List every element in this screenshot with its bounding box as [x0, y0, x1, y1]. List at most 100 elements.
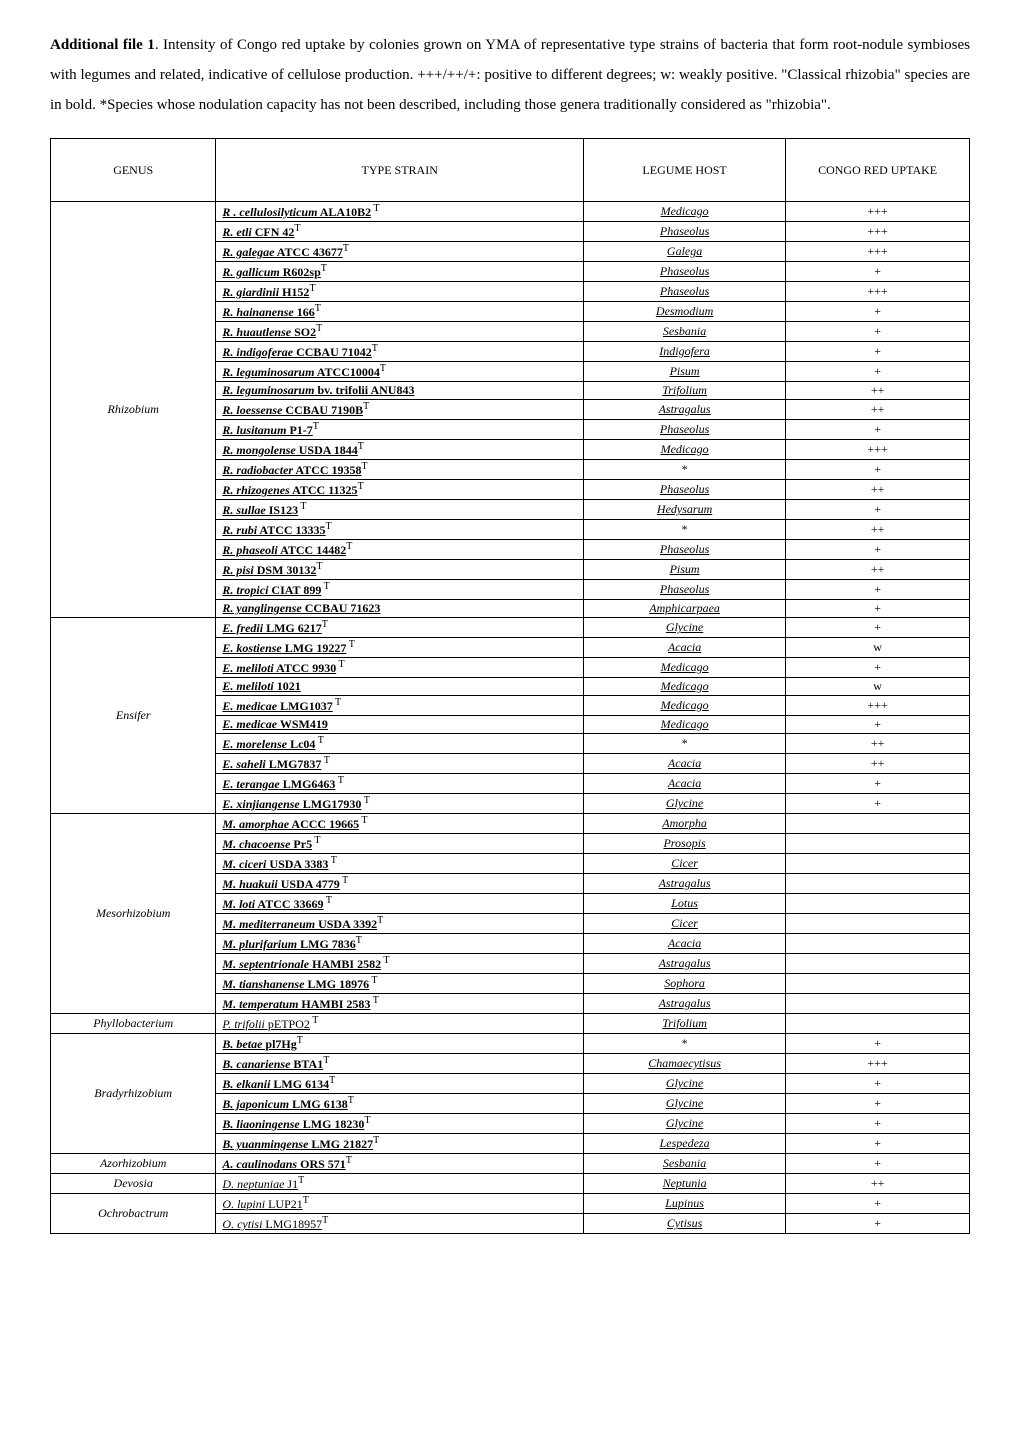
strain-cell: M. chacoense Pr5 T	[216, 834, 584, 854]
strain-cell: E. kostiense LMG 19227 T	[216, 638, 584, 658]
strain-cell: R. giardinii H152T	[216, 282, 584, 302]
uptake-cell: +	[786, 1094, 970, 1114]
uptake-cell: +	[786, 302, 970, 322]
host-cell: Acacia	[584, 754, 786, 774]
uptake-cell: +	[786, 420, 970, 440]
uptake-cell: +	[786, 322, 970, 342]
host-cell: Medicago	[584, 696, 786, 716]
host-cell: Astragalus	[584, 874, 786, 894]
host-cell: Sophora	[584, 974, 786, 994]
host-cell: Lotus	[584, 894, 786, 914]
genus-cell: Bradyrhizobium	[51, 1034, 216, 1154]
host-cell: *	[584, 1034, 786, 1054]
uptake-cell	[786, 1014, 970, 1034]
host-cell: Glycine	[584, 1114, 786, 1134]
uptake-cell: ++	[786, 382, 970, 400]
host-cell: Astragalus	[584, 400, 786, 420]
strain-cell: E. terangae LMG6463 T	[216, 774, 584, 794]
uptake-cell	[786, 814, 970, 834]
uptake-cell: w	[786, 638, 970, 658]
strain-cell: B. yuanmingense LMG 21827T	[216, 1134, 584, 1154]
uptake-cell: w	[786, 678, 970, 696]
genus-cell: Devosia	[51, 1174, 216, 1194]
genus-cell: Ensifer	[51, 618, 216, 814]
strain-cell: O. cytisi LMG18957T	[216, 1214, 584, 1234]
host-cell: Amorpha	[584, 814, 786, 834]
strain-cell: M. mediterraneum USDA 3392T	[216, 914, 584, 934]
strain-cell: B. elkanii LMG 6134T	[216, 1074, 584, 1094]
host-cell: Acacia	[584, 638, 786, 658]
strain-cell: R. rubi ATCC 13335T	[216, 520, 584, 540]
host-cell: Glycine	[584, 618, 786, 638]
uptake-cell: +	[786, 362, 970, 382]
uptake-cell	[786, 894, 970, 914]
strain-cell: R. leguminosarum bv. trifolii ANU843	[216, 382, 584, 400]
uptake-cell: +	[786, 1194, 970, 1214]
host-cell: Galega	[584, 242, 786, 262]
host-cell: Medicago	[584, 202, 786, 222]
host-cell: Neptunia	[584, 1174, 786, 1194]
uptake-cell: ++	[786, 734, 970, 754]
strain-cell: R. leguminosarum ATCC10004T	[216, 362, 584, 382]
host-cell: Phaseolus	[584, 540, 786, 560]
strain-cell: M. septentrionale HAMBI 2582 T	[216, 954, 584, 974]
uptake-cell: +	[786, 1134, 970, 1154]
host-cell: Medicago	[584, 716, 786, 734]
strain-cell: M. plurifarium LMG 7836T	[216, 934, 584, 954]
strain-cell: R. gallicum R602spT	[216, 262, 584, 282]
genus-cell: Ochrobactrum	[51, 1194, 216, 1234]
table-row: BradyrhizobiumB. betae pl7HgT*+	[51, 1034, 970, 1054]
uptake-cell: ++	[786, 560, 970, 580]
uptake-cell: +	[786, 500, 970, 520]
host-cell: Hedysarum	[584, 500, 786, 520]
header-host: LEGUME HOST	[584, 139, 786, 202]
host-cell: Pisum	[584, 560, 786, 580]
strain-cell: R. indigoferae CCBAU 71042T	[216, 342, 584, 362]
strain-cell: E. meliloti 1021	[216, 678, 584, 696]
strain-cell: B. japonicum LMG 6138T	[216, 1094, 584, 1114]
host-cell: Sesbania	[584, 322, 786, 342]
host-cell: Pisum	[584, 362, 786, 382]
host-cell: *	[584, 520, 786, 540]
host-cell: Phaseolus	[584, 262, 786, 282]
strain-cell: R. pisi DSM 30132T	[216, 560, 584, 580]
host-cell: Amphicarpaea	[584, 600, 786, 618]
intro-paragraph: Additional file 1. Intensity of Congo re…	[50, 30, 970, 120]
uptake-cell: +++	[786, 282, 970, 302]
uptake-cell	[786, 954, 970, 974]
host-cell: Desmodium	[584, 302, 786, 322]
host-cell: Indigofera	[584, 342, 786, 362]
host-cell: Chamaecytisus	[584, 1054, 786, 1074]
table-row: AzorhizobiumA. caulinodans ORS 571TSesba…	[51, 1154, 970, 1174]
header-genus: GENUS	[51, 139, 216, 202]
host-cell: Glycine	[584, 1074, 786, 1094]
table-row: OchrobactrumO. lupini LUP21TLupinus+	[51, 1194, 970, 1214]
uptake-cell: ++	[786, 480, 970, 500]
uptake-cell: +++	[786, 222, 970, 242]
uptake-cell: +	[786, 460, 970, 480]
uptake-cell: ++	[786, 1174, 970, 1194]
uptake-cell: +	[786, 1154, 970, 1174]
host-cell: Trifolium	[584, 382, 786, 400]
host-cell: Prosopis	[584, 834, 786, 854]
uptake-cell: +	[786, 540, 970, 560]
strain-cell: B. betae pl7HgT	[216, 1034, 584, 1054]
strain-cell: E. fredii LMG 6217T	[216, 618, 584, 638]
uptake-cell: +++	[786, 696, 970, 716]
host-cell: Astragalus	[584, 954, 786, 974]
strain-cell: R. phaseoli ATCC 14482T	[216, 540, 584, 560]
table-row: MesorhizobiumM. amorphae ACCC 19665 TAmo…	[51, 814, 970, 834]
strain-cell: R . cellulosilyticum ALA10B2 T	[216, 202, 584, 222]
strain-cell: R. lusitanum P1-7T	[216, 420, 584, 440]
host-cell: Lupinus	[584, 1194, 786, 1214]
strain-cell: O. lupini LUP21T	[216, 1194, 584, 1214]
host-cell: Cicer	[584, 914, 786, 934]
uptake-cell	[786, 974, 970, 994]
strain-cell: R. galegae ATCC 43677T	[216, 242, 584, 262]
host-cell: Medicago	[584, 678, 786, 696]
genus-cell: Azorhizobium	[51, 1154, 216, 1174]
strain-cell: R. yanglingense CCBAU 71623	[216, 600, 584, 618]
uptake-cell	[786, 834, 970, 854]
genus-cell: Rhizobium	[51, 202, 216, 618]
uptake-cell: +	[786, 1034, 970, 1054]
